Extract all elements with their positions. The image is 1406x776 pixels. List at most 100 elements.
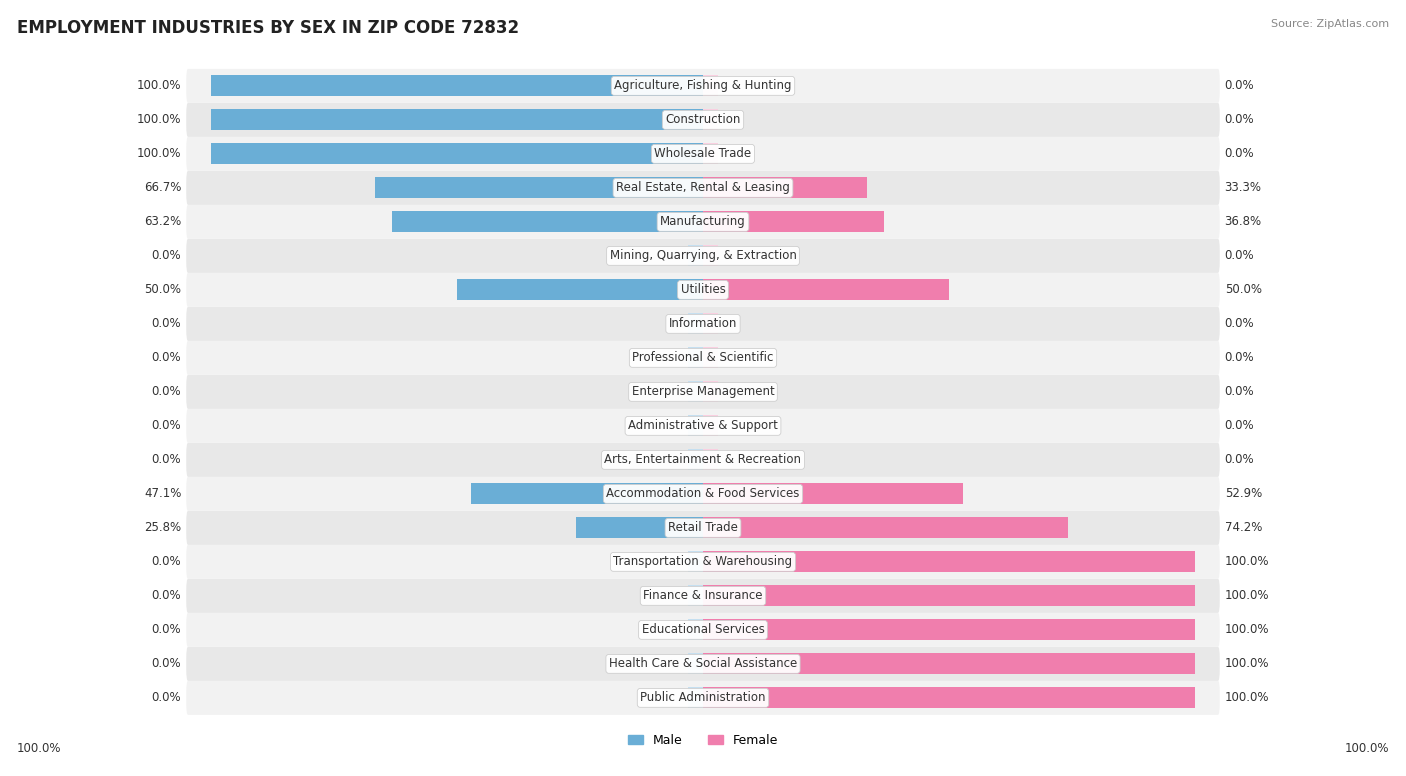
Text: 0.0%: 0.0% <box>152 317 181 331</box>
Bar <box>703 109 718 130</box>
Bar <box>703 653 718 674</box>
FancyBboxPatch shape <box>186 341 1220 375</box>
Bar <box>703 211 884 233</box>
Bar <box>392 211 703 233</box>
Bar <box>689 109 703 130</box>
Text: Information: Information <box>669 317 737 331</box>
Bar <box>689 518 703 539</box>
Bar <box>457 279 703 300</box>
Bar <box>703 518 718 539</box>
FancyBboxPatch shape <box>186 103 1220 137</box>
Bar <box>703 245 718 266</box>
Text: 0.0%: 0.0% <box>152 249 181 262</box>
FancyBboxPatch shape <box>186 137 1220 171</box>
Bar <box>703 688 1195 708</box>
Text: 100.0%: 100.0% <box>1225 556 1270 568</box>
Text: 36.8%: 36.8% <box>1225 216 1261 228</box>
Text: 63.2%: 63.2% <box>145 216 181 228</box>
Bar <box>689 314 703 334</box>
Bar <box>703 551 718 573</box>
Bar <box>689 144 703 165</box>
FancyBboxPatch shape <box>186 477 1220 511</box>
Bar <box>689 279 703 300</box>
Text: 47.1%: 47.1% <box>143 487 181 501</box>
Text: Utilities: Utilities <box>681 283 725 296</box>
Text: 0.0%: 0.0% <box>152 419 181 432</box>
Text: 52.9%: 52.9% <box>1225 487 1261 501</box>
Text: 0.0%: 0.0% <box>1225 317 1254 331</box>
Text: 0.0%: 0.0% <box>152 453 181 466</box>
Bar <box>703 279 949 300</box>
Text: Retail Trade: Retail Trade <box>668 521 738 535</box>
Bar <box>703 314 718 334</box>
Text: 100.0%: 100.0% <box>1225 657 1270 670</box>
Text: 0.0%: 0.0% <box>1225 147 1254 161</box>
Bar <box>689 688 703 708</box>
Bar <box>703 279 718 300</box>
Text: 100.0%: 100.0% <box>17 742 62 755</box>
Bar <box>703 178 868 199</box>
Bar <box>576 518 703 539</box>
Text: 25.8%: 25.8% <box>145 521 181 535</box>
Bar <box>703 688 718 708</box>
Text: Health Care & Social Assistance: Health Care & Social Assistance <box>609 657 797 670</box>
Bar <box>689 348 703 369</box>
Text: 0.0%: 0.0% <box>152 657 181 670</box>
FancyBboxPatch shape <box>186 579 1220 613</box>
Text: 0.0%: 0.0% <box>1225 352 1254 365</box>
Bar <box>703 483 718 504</box>
Bar <box>703 211 718 233</box>
Bar <box>471 483 703 504</box>
Bar <box>703 381 718 403</box>
Bar <box>703 449 718 470</box>
Text: Mining, Quarrying, & Extraction: Mining, Quarrying, & Extraction <box>610 249 796 262</box>
Text: 66.7%: 66.7% <box>143 182 181 194</box>
Text: Arts, Entertainment & Recreation: Arts, Entertainment & Recreation <box>605 453 801 466</box>
Bar <box>703 585 718 606</box>
FancyBboxPatch shape <box>186 409 1220 443</box>
Text: 100.0%: 100.0% <box>1225 691 1270 705</box>
Text: Transportation & Warehousing: Transportation & Warehousing <box>613 556 793 568</box>
Bar <box>689 75 703 96</box>
Bar <box>689 585 703 606</box>
Bar <box>689 211 703 233</box>
Text: 0.0%: 0.0% <box>152 623 181 636</box>
Bar <box>703 518 1069 539</box>
Bar <box>689 653 703 674</box>
Text: Administrative & Support: Administrative & Support <box>628 419 778 432</box>
FancyBboxPatch shape <box>186 273 1220 307</box>
FancyBboxPatch shape <box>186 171 1220 205</box>
Bar <box>703 585 1195 606</box>
Bar <box>689 415 703 436</box>
Text: 50.0%: 50.0% <box>1225 283 1261 296</box>
Text: 0.0%: 0.0% <box>1225 113 1254 126</box>
Bar <box>689 619 703 640</box>
Bar <box>703 415 718 436</box>
Text: 0.0%: 0.0% <box>1225 249 1254 262</box>
FancyBboxPatch shape <box>186 205 1220 239</box>
FancyBboxPatch shape <box>186 307 1220 341</box>
Text: 0.0%: 0.0% <box>1225 79 1254 92</box>
Text: Manufacturing: Manufacturing <box>661 216 745 228</box>
Bar <box>703 653 1195 674</box>
Text: 100.0%: 100.0% <box>136 113 181 126</box>
Text: Public Administration: Public Administration <box>640 691 766 705</box>
Bar <box>689 551 703 573</box>
FancyBboxPatch shape <box>186 443 1220 477</box>
Text: 0.0%: 0.0% <box>1225 419 1254 432</box>
Text: Construction: Construction <box>665 113 741 126</box>
Bar <box>703 619 1195 640</box>
Bar <box>703 178 718 199</box>
Text: 100.0%: 100.0% <box>1225 623 1270 636</box>
Text: 0.0%: 0.0% <box>1225 386 1254 398</box>
Text: 100.0%: 100.0% <box>136 79 181 92</box>
FancyBboxPatch shape <box>186 647 1220 681</box>
Bar <box>689 178 703 199</box>
Bar <box>703 144 718 165</box>
FancyBboxPatch shape <box>186 613 1220 647</box>
Bar <box>689 245 703 266</box>
Text: 0.0%: 0.0% <box>152 556 181 568</box>
Text: Source: ZipAtlas.com: Source: ZipAtlas.com <box>1271 19 1389 29</box>
Legend: Male, Female: Male, Female <box>623 729 783 752</box>
Bar <box>211 75 703 96</box>
